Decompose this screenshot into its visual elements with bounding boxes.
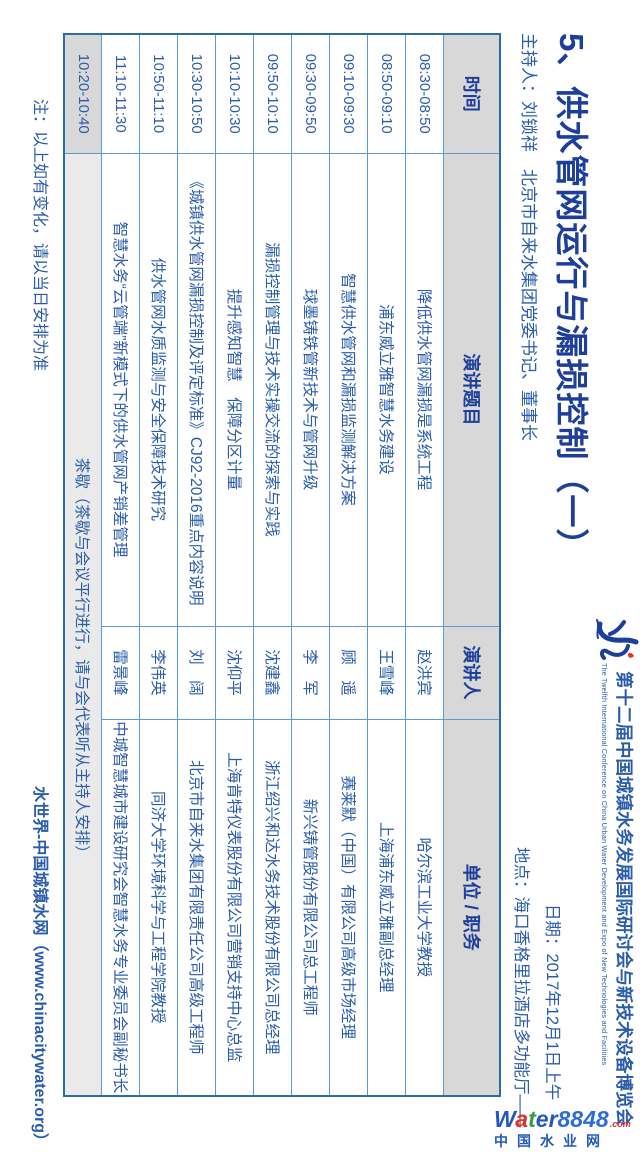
table-row: 09:50-10:10 漏损控制管理与技术实操交流的探索与实践 沈建鑫 浙江绍兴和达水… xyxy=(254,34,292,1096)
water8848-subtitle: 中国水业网 xyxy=(494,1133,609,1149)
title-cell: 智慧水务“云管端”新模式下的供水管网产销差管理 xyxy=(102,153,140,626)
water8848-letter: a xyxy=(515,1106,529,1132)
session-title: 5、供水管网运行与漏损控制（一） xyxy=(553,33,590,563)
org-cell: 北京市自来水集团有限责任公司高级工程师 xyxy=(178,719,216,1096)
speaker-cell: 李 军 xyxy=(292,626,330,719)
org-cell: 上海浦东威立雅副总经理 xyxy=(368,719,406,1096)
tea-break-row: 10:20-10:40 茶歇（茶歇与会议平行进行，请与会代表听从主持人安排） xyxy=(64,34,102,1096)
org-cell: 浙江绍兴和达水务技术股份有限公司总经理 xyxy=(254,719,292,1096)
time-cell: 08:30-08:50 xyxy=(406,34,444,153)
time-cell: 11:10-11:30 xyxy=(102,34,140,153)
schedule-table: 时间 演讲题目 演讲人 单位 / 职务 08:30-08:50 降低供水管网漏损是系统工程… xyxy=(63,33,501,1097)
column-header-3: 单位 / 职务 xyxy=(444,719,500,1096)
org-cell: 赛莱默（中国）有限公司高级市场经理 xyxy=(330,719,368,1096)
title-cell: 《城镇供水管网漏损控制及评定标准》CJ92-2016重点内容说明 xyxy=(178,153,216,626)
org-cell: 中城智慧城市建设研究会智慧水务专业委员会副秘书长 xyxy=(102,719,140,1096)
host-line: 主持人：刘锁祥 北京市自来水集团党委书记、董事长 xyxy=(519,33,538,441)
org-cell: 新兴铸管股份有限公司总工程师 xyxy=(292,719,330,1096)
table-row: 09:30-09:50 球墨铸铁管新技术与管网升级李 军新兴铸管股份有限公司总工程… xyxy=(292,34,330,1096)
title-cell: 降低供水管网漏损是系统工程 xyxy=(406,153,444,626)
table-row: 11:10-11:30 智慧水务“云管端”新模式下的供水管网产销差管理 雷景峰 中城智… xyxy=(102,34,140,1096)
water8848-dotcom: .com xyxy=(609,1119,631,1129)
column-header-2: 演讲人 xyxy=(444,626,500,719)
tea-break-time-cell: 10:20-10:40 xyxy=(64,34,102,153)
table-row: 09:10-09:30 智慧供水管网和漏损监测解决方案顾 遥赛莱默（中国）有限公司… xyxy=(330,34,368,1096)
time-cell: 09:50-10:10 xyxy=(254,34,292,153)
conference-name-zh: 第十二届中国城镇水务发展国际研讨会与新技术设备博览会 xyxy=(614,671,634,1126)
speaker-cell: 赵洪宾 xyxy=(406,626,444,719)
speaker-cell: 刘 阔 xyxy=(178,626,216,719)
title-cell: 供水管网水质监测与安全保障技术研究 xyxy=(140,153,178,626)
title-cell: 智慧供水管网和漏损监测解决方案 xyxy=(330,153,368,626)
column-header-0: 时间 xyxy=(444,34,500,153)
table-row: 08:30-08:50 降低供水管网漏损是系统工程 赵洪宾 哈尔滨工业大学教授 xyxy=(406,34,444,1096)
venue-line: 地点：海口香格里拉酒店多功能厅—— xyxy=(512,847,530,1128)
tea-break-text-cell: 茶歇（茶歇与会议平行进行，请与会代表听从主持人安排） xyxy=(64,153,102,1096)
speaker-cell: 王雪峰 xyxy=(368,626,406,719)
table-row: 10:30-10:50 《城镇供水管网漏损控制及评定标准》CJ92-2016重点内… xyxy=(178,34,216,1096)
date-line: 日期：2017年12月1日上午 xyxy=(543,904,561,1101)
time-cell: 10:30-10:50 xyxy=(178,34,216,153)
speaker-cell: 雷景峰 xyxy=(102,626,140,719)
water8848-letter: r xyxy=(548,1106,558,1132)
speaker-cell: 李伟英 xyxy=(140,626,178,719)
org-cell: 哈尔滨工业大学教授 xyxy=(406,719,444,1096)
water8848-letter: t xyxy=(528,1106,536,1132)
time-cell: 10:10-10:30 xyxy=(216,34,254,153)
time-cell: 09:10-09:30 xyxy=(330,34,368,153)
org-cell: 上海肯特仪表股份有限公司营销支持中心总监 xyxy=(216,719,254,1096)
time-cell: 10:50-11:10 xyxy=(140,34,178,153)
water8848-logo: Water8848.com 中国水业网 xyxy=(494,1108,640,1149)
conference-name-en: The Twelfth International Conference on … xyxy=(600,663,609,1066)
time-cell: 09:30-09:50 xyxy=(292,34,330,153)
table-row: 10:50-11:10 供水管网水质监测与安全保障技术研究 李伟英 同济大学环境科学与… xyxy=(140,34,178,1096)
title-cell: 提升感知智慧 保障分区计量 xyxy=(216,153,254,626)
table-row: 08:50-09:10 浦东威立雅智慧水务建设 王雪峰 上海浦东威立雅副总经理 xyxy=(368,34,406,1096)
title-cell: 漏损控制管理与技术实操交流的探索与实践 xyxy=(254,153,292,626)
conference-logo-icon xyxy=(594,612,640,666)
water8848-wordmark: Water8848.com xyxy=(494,1108,640,1131)
speaker-cell: 沈建鑫 xyxy=(254,626,292,719)
water8848-letter: W xyxy=(494,1106,516,1132)
schedule-table-wrap: 时间 演讲题目 演讲人 单位 / 职务 08:30-08:50 降低供水管网漏损是系统工程… xyxy=(63,33,501,1097)
footer-note: 注：以上如有变化，请以当日安排为准 xyxy=(31,99,48,372)
time-cell: 08:50-09:10 xyxy=(368,34,406,153)
table-header-row: 时间 演讲题目 演讲人 单位 / 职务 xyxy=(444,34,500,1096)
footer-site-link: 水世界-中国城镇水网（www.chinacitywater.org） xyxy=(31,786,48,1150)
title-cell: 浦东威立雅智慧水务建设 xyxy=(368,153,406,626)
water8848-letter: e xyxy=(535,1106,549,1132)
speaker-cell: 顾 遥 xyxy=(330,626,368,719)
org-cell: 同济大学环境科学与工程学院教授 xyxy=(140,719,178,1096)
title-cell: 球墨铸铁管新技术与管网升级 xyxy=(292,153,330,626)
column-header-1: 演讲题目 xyxy=(444,153,500,626)
speaker-cell: 沈仰平 xyxy=(216,626,254,719)
water8848-letter: 8848 xyxy=(557,1106,609,1132)
table-row: 10:10-10:30 提升感知智慧 保障分区计量 沈仰平 上海肯特仪表股份有限公司营… xyxy=(216,34,254,1096)
